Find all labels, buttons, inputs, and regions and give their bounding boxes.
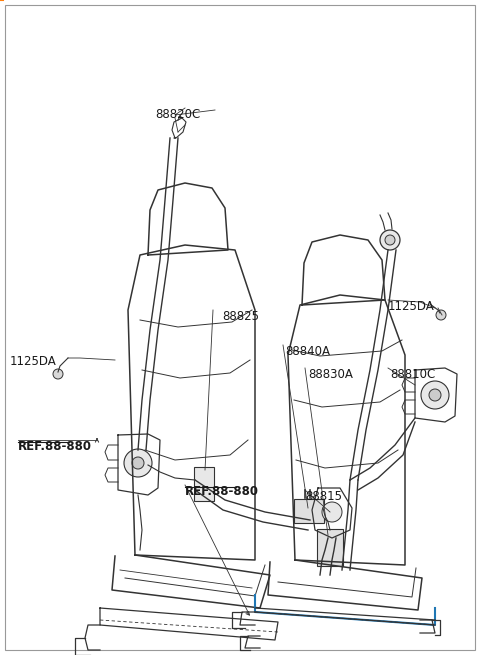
Text: 88820C: 88820C (155, 108, 200, 121)
Text: 88840A: 88840A (285, 345, 330, 358)
FancyBboxPatch shape (317, 529, 343, 566)
Circle shape (429, 389, 441, 401)
Circle shape (421, 381, 449, 409)
Text: 88830A: 88830A (308, 368, 353, 381)
Text: 88815: 88815 (305, 490, 342, 503)
Circle shape (124, 449, 152, 477)
Text: 88810C: 88810C (390, 368, 435, 381)
Text: REF.88-880: REF.88-880 (185, 485, 259, 498)
Circle shape (385, 235, 395, 245)
Circle shape (322, 502, 342, 522)
FancyBboxPatch shape (194, 467, 214, 501)
FancyBboxPatch shape (294, 499, 324, 523)
Circle shape (53, 369, 63, 379)
Circle shape (436, 310, 446, 320)
Circle shape (380, 230, 400, 250)
Text: 1125DA: 1125DA (10, 355, 57, 368)
Text: 1125DA: 1125DA (388, 300, 435, 313)
Text: 88825: 88825 (222, 310, 259, 323)
Circle shape (132, 457, 144, 469)
Text: REF.88-880: REF.88-880 (18, 440, 92, 453)
